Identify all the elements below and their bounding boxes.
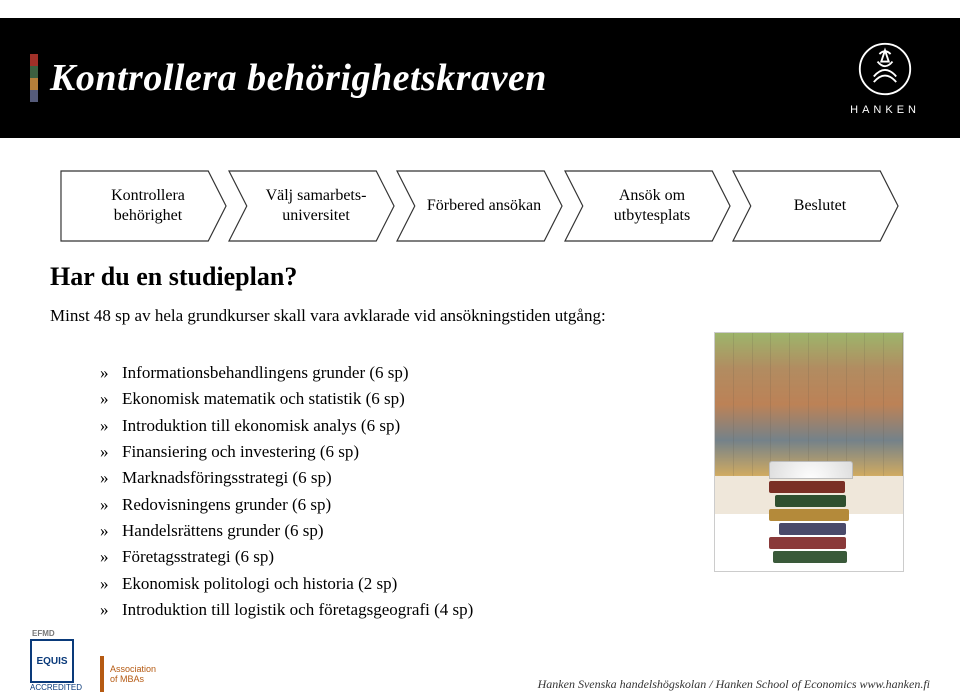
title-wrap: Kontrollera behörighetskraven — [30, 54, 547, 102]
process-step-2: Välj samarbets-universitet — [228, 170, 396, 242]
course-list: Informationsbehandlingens grunder (6 sp)… — [100, 360, 620, 623]
slide-root: Kontrollera behörighetskraven HANKEN Kon… — [0, 0, 960, 700]
list-item: Ekonomisk matematik och statistik (6 sp) — [100, 386, 620, 412]
list-item: Finansiering och investering (6 sp) — [100, 439, 620, 465]
hanken-crest-icon — [857, 41, 913, 97]
footer-text: Hanken Svenska handelshögskolan / Hanken… — [538, 677, 930, 692]
process-step-4: Ansök om utbytesplats — [564, 170, 732, 242]
process-step-label: Förbered ansökan — [401, 196, 559, 216]
footer: EQUIS ACCREDITED Association of MBAs Han… — [30, 639, 930, 692]
process-step-label: Välj samarbets-universitet — [228, 186, 396, 226]
hanken-logo: HANKEN — [850, 41, 920, 116]
amba-icon: Association of MBAs — [100, 656, 170, 692]
process-step-1: Kontrollera behörighet — [60, 170, 228, 242]
process-row: Kontrollera behörighet Välj samarbets-un… — [60, 170, 900, 242]
process-step-5: Beslutet — [732, 170, 900, 242]
list-item: Redovisningens grunder (6 sp) — [100, 492, 620, 518]
process-step-label: Kontrollera behörighet — [60, 186, 228, 226]
process-step-label: Ansök om utbytesplats — [564, 186, 732, 226]
accreditations: EQUIS ACCREDITED Association of MBAs — [30, 639, 170, 692]
process-step-3: Förbered ansökan — [396, 170, 564, 242]
amba-line2: of MBAs — [110, 674, 144, 684]
list-item: Marknadsföringsstrategi (6 sp) — [100, 465, 620, 491]
list-item: Introduktion till ekonomisk analys (6 sp… — [100, 413, 620, 439]
equis-badge: EQUIS ACCREDITED — [30, 639, 82, 692]
list-item: Informationsbehandlingens grunder (6 sp) — [100, 360, 620, 386]
accent-stripe — [30, 54, 38, 102]
header-bar: Kontrollera behörighetskraven HANKEN — [0, 18, 960, 138]
hanken-wordmark: HANKEN — [850, 104, 920, 116]
subheading: Har du en studieplan? — [50, 262, 297, 292]
equis-icon: EQUIS — [30, 639, 74, 683]
slide-title: Kontrollera behörighetskraven — [50, 56, 547, 100]
intro-text: Minst 48 sp av hela grundkurser skall va… — [50, 306, 606, 326]
list-item: Handelsrättens grunder (6 sp) — [100, 518, 620, 544]
list-item: Ekonomisk politologi och historia (2 sp) — [100, 571, 620, 597]
books-image — [714, 332, 904, 572]
amba-line1: Association — [110, 664, 156, 674]
list-item: Företagsstrategi (6 sp) — [100, 544, 620, 570]
list-item: Introduktion till logistik och företagsg… — [100, 597, 620, 623]
process-step-label: Beslutet — [768, 196, 864, 216]
amba-badge: Association of MBAs — [100, 656, 170, 692]
equis-label: EQUIS — [36, 656, 67, 667]
equis-sub: ACCREDITED — [30, 683, 82, 692]
